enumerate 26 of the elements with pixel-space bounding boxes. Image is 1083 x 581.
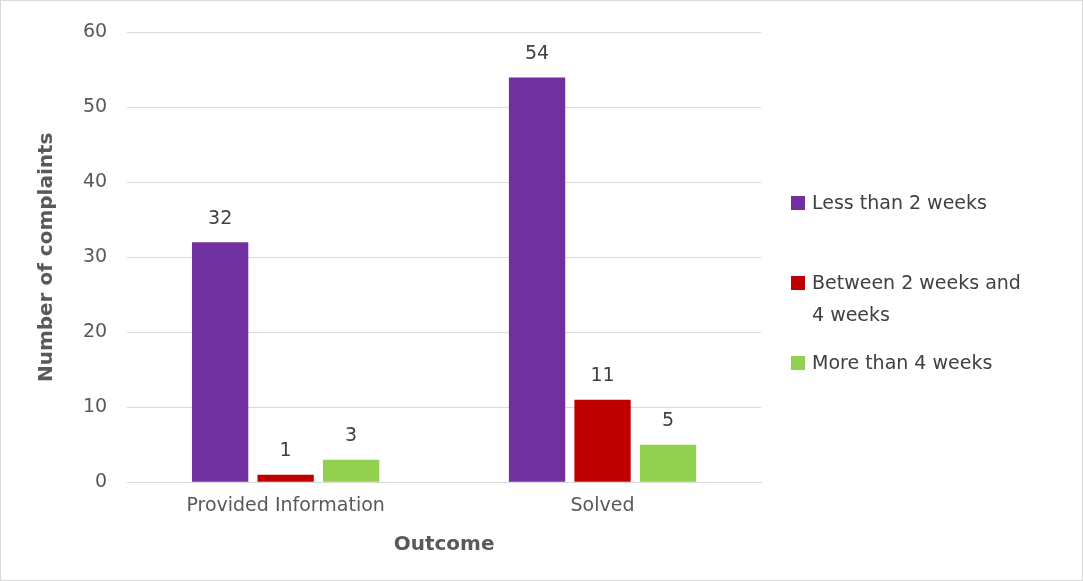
y-tick-label: 10 [82, 394, 108, 417]
legend-label: More than 4 weeks [812, 350, 993, 375]
legend-label: Between 2 weeks and 4 weeks [812, 270, 1022, 327]
bar [322, 459, 380, 482]
bar [257, 474, 314, 482]
x-axis-title: Outcome [393, 531, 495, 556]
bar [191, 242, 249, 482]
y-tick-label: 40 [82, 169, 108, 192]
y-tick-label: 30 [82, 244, 108, 267]
data-label: 32 [208, 205, 233, 228]
y-tick-label: 0 [95, 469, 108, 492]
bar [639, 444, 697, 482]
y-tick-label: 20 [82, 319, 108, 342]
x-tick-label: Solved [570, 492, 635, 515]
legend-label: Less than 2 weeks [812, 190, 987, 215]
y-axis-title: Number of complaints [33, 132, 58, 383]
data-label: 11 [590, 363, 615, 386]
data-label: 54 [524, 40, 550, 63]
y-tick-label: 50 [82, 94, 108, 117]
bar [574, 399, 631, 482]
y-tick-label: 60 [82, 19, 108, 42]
bar [508, 77, 566, 482]
data-label: 1 [279, 438, 292, 461]
data-label: 3 [345, 423, 358, 446]
data-label: 5 [661, 408, 675, 431]
x-tick-label: Provided Information [186, 492, 385, 515]
